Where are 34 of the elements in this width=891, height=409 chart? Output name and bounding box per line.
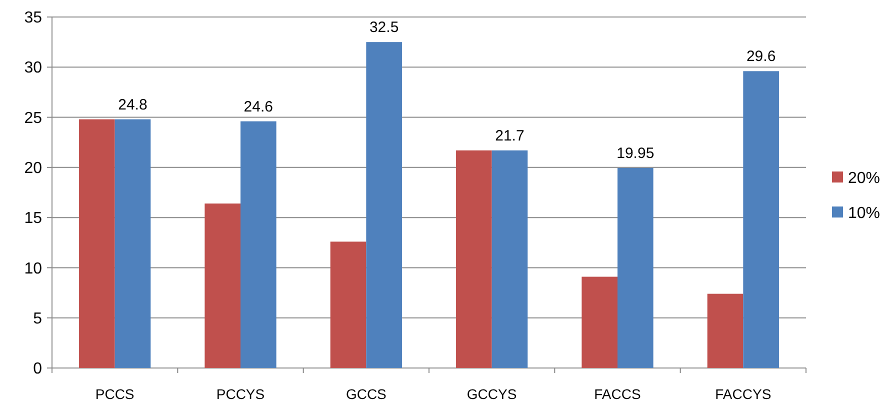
bar bbox=[114, 119, 151, 368]
y-tick-label: 30 bbox=[24, 60, 42, 77]
bar bbox=[707, 294, 744, 368]
bar bbox=[492, 150, 528, 368]
y-tick-label: 25 bbox=[24, 110, 42, 127]
y-tick-label: 5 bbox=[33, 310, 42, 328]
x-tick-label: FACCYS bbox=[715, 386, 772, 402]
x-tick-label: GCCYS bbox=[466, 386, 517, 402]
bar bbox=[240, 121, 276, 368]
bar bbox=[743, 71, 779, 368]
data-label: 32.5 bbox=[369, 19, 399, 36]
y-tick-label: 0 bbox=[33, 360, 42, 378]
bar bbox=[618, 168, 654, 368]
y-tick-label: 10 bbox=[24, 260, 42, 278]
bar bbox=[330, 242, 366, 368]
data-label: 19.95 bbox=[616, 144, 654, 162]
data-label: 29.6 bbox=[746, 48, 776, 66]
x-tick-label: GCCS bbox=[346, 386, 386, 402]
bar bbox=[79, 119, 115, 368]
data-label: 21.7 bbox=[495, 127, 524, 144]
bar bbox=[366, 42, 402, 368]
data-label: 24.6 bbox=[244, 98, 274, 116]
x-tick-label: PCCS bbox=[95, 386, 134, 402]
legend-label: 20% bbox=[848, 170, 880, 188]
y-tick-label: 15 bbox=[24, 210, 42, 228]
bar bbox=[456, 150, 492, 368]
y-tick-label: 35 bbox=[24, 10, 42, 27]
bar bbox=[582, 276, 618, 368]
bar bbox=[204, 204, 240, 368]
y-tick-label: 20 bbox=[24, 160, 42, 178]
legend-label: 10% bbox=[848, 205, 880, 222]
x-tick-label: FACCS bbox=[594, 386, 641, 402]
data-label: 24.8 bbox=[118, 96, 148, 114]
x-tick-label: PCCYS bbox=[216, 386, 265, 402]
